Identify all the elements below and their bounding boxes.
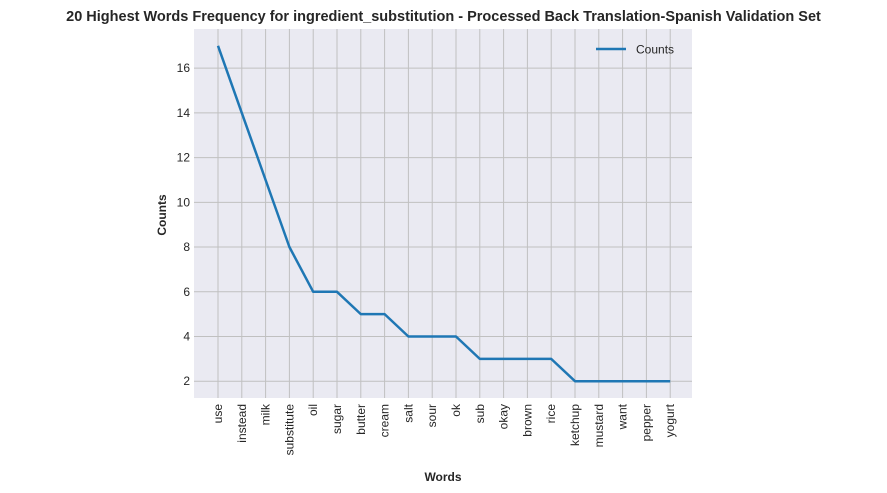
- x-tick-label: cream: [378, 404, 392, 437]
- legend: Counts: [596, 43, 674, 57]
- x-tick-label: pepper: [639, 404, 653, 441]
- y-gridlines: [194, 67, 692, 382]
- x-tick-label: salt: [401, 403, 415, 422]
- y-axis-ticks: 2 4 6 8 10 12 14 16: [177, 61, 191, 388]
- x-tick-label: ok: [449, 403, 463, 417]
- y-tick-label: 16: [177, 61, 191, 75]
- x-tick-label: mustard: [592, 404, 606, 447]
- y-tick-label: 8: [183, 240, 190, 254]
- x-tick-label: rice: [544, 404, 558, 424]
- y-tick-label: 6: [183, 285, 190, 299]
- x-tick-label: substitute: [282, 404, 296, 456]
- x-tick-label: ketchup: [568, 404, 582, 446]
- y-axis-label: Counts: [155, 194, 169, 236]
- x-tick-label: sour: [425, 404, 439, 427]
- x-tick-label: okay: [497, 404, 511, 429]
- series-layer: [216, 45, 671, 383]
- x-tick-label: oil: [306, 404, 320, 416]
- x-tick-label: sub: [473, 404, 487, 424]
- y-tick-label: 10: [177, 195, 191, 209]
- x-axis-label: Words: [424, 470, 461, 484]
- plot-area: [194, 29, 692, 398]
- x-tick-label: brown: [520, 404, 534, 437]
- x-tick-label: milk: [259, 403, 273, 425]
- y-tick-label: 12: [177, 151, 191, 165]
- x-gridlines: [217, 29, 671, 398]
- x-tick-label: butter: [354, 404, 368, 435]
- x-tick-label: use: [211, 404, 225, 424]
- legend-label-counts: Counts: [636, 43, 674, 57]
- x-tick-label: want: [616, 403, 630, 430]
- x-tick-label: yogurt: [663, 403, 677, 437]
- y-tick-label: 2: [183, 374, 190, 388]
- chart-title: 20 Highest Words Frequency for ingredien…: [66, 9, 821, 25]
- series-line-counts: [216, 45, 671, 383]
- x-axis-ticks: use instead milk substitute oil sugar butter cr…: [211, 403, 677, 455]
- x-tick-label: instead: [235, 404, 249, 443]
- x-tick-label: sugar: [330, 404, 344, 434]
- y-tick-label: 14: [177, 106, 191, 120]
- y-tick-label: 4: [183, 330, 190, 344]
